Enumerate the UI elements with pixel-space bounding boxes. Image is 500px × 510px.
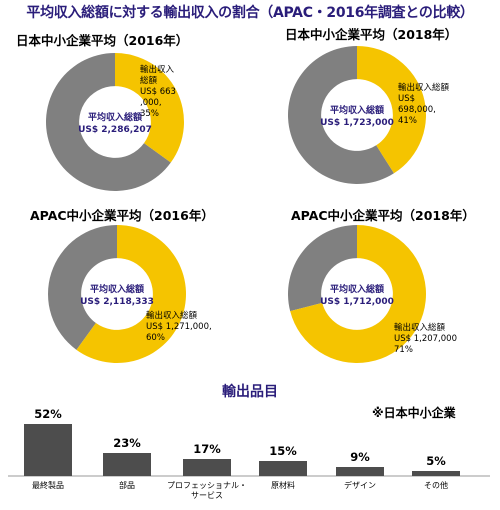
donut-slice-other	[288, 225, 357, 312]
bar-value-label: 5%	[426, 454, 446, 468]
donut-slice-label: 輸出収入総額	[398, 82, 450, 93]
donut-center-label: 平均収入総額	[330, 104, 384, 116]
bar-value-label: 15%	[269, 444, 297, 458]
donut-slice-label: 輸出収入総額	[146, 310, 198, 321]
bar-6	[412, 471, 460, 476]
bar-category-label: デザイン	[344, 480, 376, 490]
bar-chart-note: ※日本中小企業	[372, 406, 456, 420]
donut-slice-label: US$ 1,271,000,	[146, 322, 212, 332]
bar-3	[183, 459, 231, 476]
donut-title-japan-2016: 日本中小企業平均（2016年）	[16, 33, 189, 48]
donut-center-label: 平均収入総額	[330, 283, 384, 295]
donut-center-label: 平均収入総額	[88, 111, 142, 123]
bar-category-label: 原材料	[271, 480, 295, 490]
donut-slice-other	[48, 225, 117, 350]
donut-slice-export	[76, 225, 187, 363]
donut-slice-export	[115, 53, 184, 163]
bar-value-label: 23%	[113, 436, 141, 450]
bar-category-label: 部品	[119, 480, 135, 490]
donut-slice-label: 60%	[146, 333, 165, 343]
donut-center-label: US$ 1,712,000	[320, 297, 394, 307]
donut-center-label: US$ 1,723,000	[320, 118, 394, 128]
donut-slice-label: 698,000,	[398, 105, 436, 115]
donut-slice-label: 輸出収入	[140, 64, 175, 75]
bar-category-label: その他	[424, 480, 448, 490]
donut-slice-label: 35%	[140, 109, 159, 119]
bar-2	[103, 453, 151, 476]
bar-4	[259, 461, 307, 476]
donut-title-apac-2018: APAC中小企業平均（2018年）	[291, 208, 475, 223]
bar-category-label: サービス	[191, 491, 223, 500]
donut-slice-label: ,000,	[140, 98, 162, 108]
bar-value-label: 52%	[34, 407, 62, 421]
bar-value-label: 9%	[350, 450, 370, 464]
donut-slice-export	[357, 46, 426, 174]
bar-value-label: 17%	[193, 442, 221, 456]
donut-slice-label: 41%	[398, 116, 417, 126]
donut-center-label: 平均収入総額	[90, 283, 144, 295]
donut-title-japan-2018: 日本中小企業平均（2018年）	[285, 27, 458, 42]
bar-category-label: プロフェッショナル・	[167, 481, 247, 490]
donut-title-apac-2016: APAC中小企業平均（2016年）	[30, 208, 214, 223]
chart-main-title: 平均収入総額に対する輸出収入の割合（APAC・2016年調査との比較）	[26, 5, 474, 21]
bar-1	[24, 424, 72, 476]
bar-5	[336, 467, 384, 476]
donut-slice-label: US$ 1,207,000	[394, 334, 457, 344]
donut-center-label: US$ 2,286,207	[78, 125, 152, 135]
donut-center-label: US$ 2,118,333	[80, 297, 154, 307]
donut-slice-label: US$	[398, 94, 415, 104]
bar-chart-title: 輸出品目	[222, 384, 278, 400]
donut-slice-other	[45, 53, 171, 192]
donut-slice-label: 71%	[394, 345, 413, 355]
donut-slice-label: US$ 663	[140, 87, 176, 97]
donut-slice-other	[288, 46, 394, 184]
donut-slice-export	[290, 225, 426, 364]
export-items-bar-chart: 52% 最終製品 23% 部品 17% プロフェッショナル・サービス 15% 原材料 9% デザイ…	[8, 407, 490, 500]
donut-slice-label: 総額	[140, 75, 158, 86]
bar-category-label: 最終製品	[32, 480, 64, 490]
donut-slice-label: 輸出収入総額	[394, 322, 446, 333]
